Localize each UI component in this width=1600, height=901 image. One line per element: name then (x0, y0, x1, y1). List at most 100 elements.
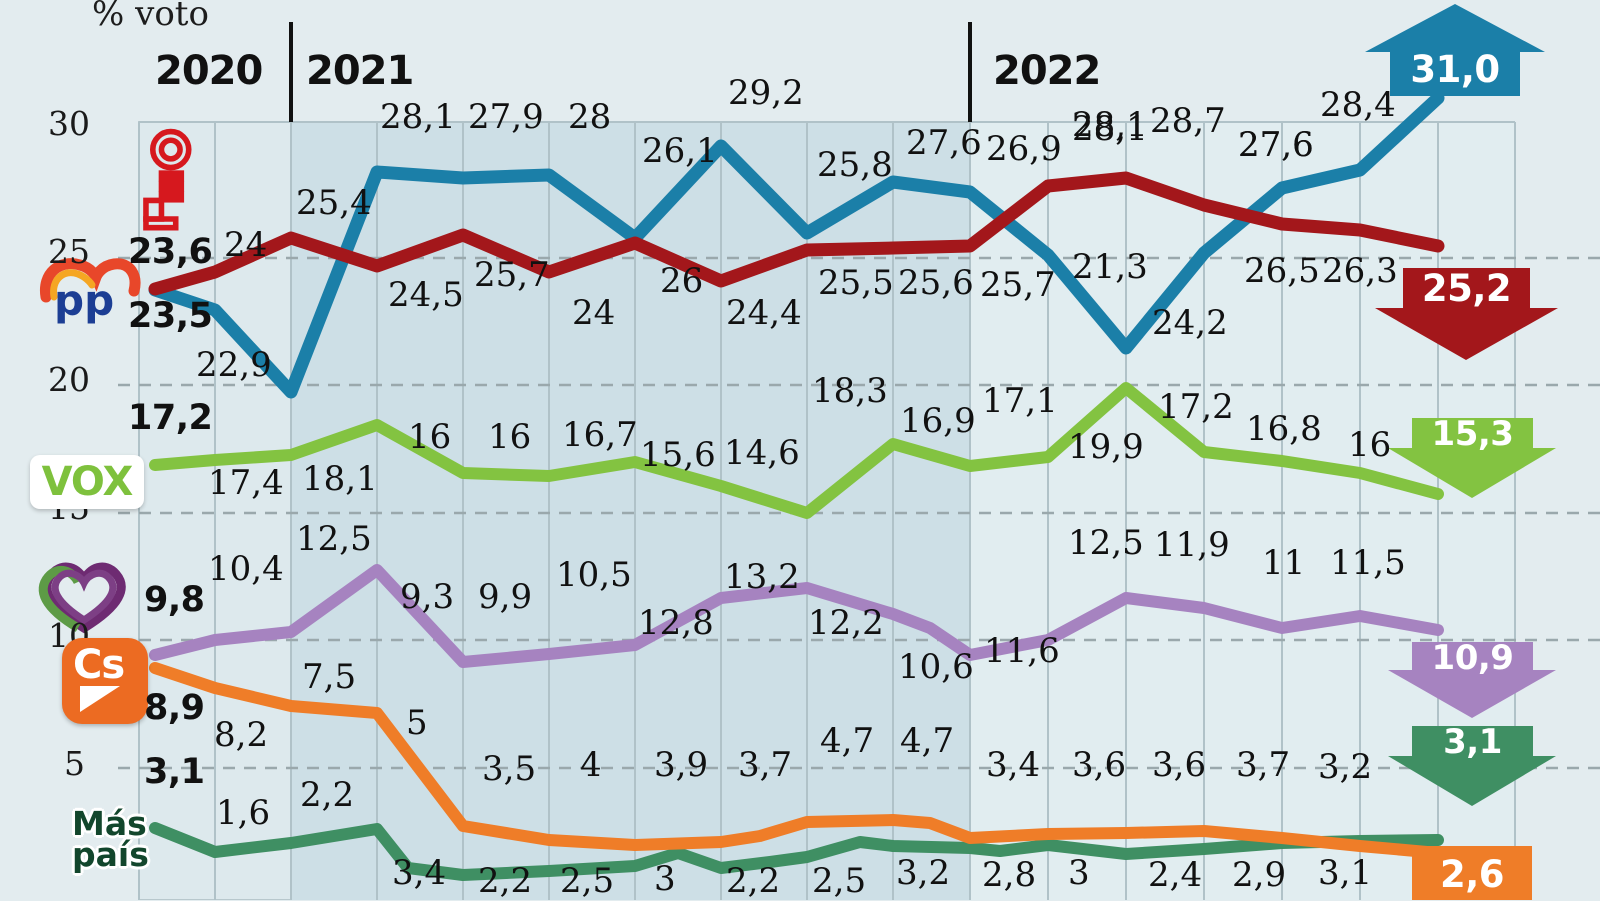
podemos-label-2: 12,5 (296, 519, 372, 559)
cs-label-4: 3,5 (482, 749, 537, 789)
maspais-label-13: 2,9 (1232, 855, 1287, 895)
psoe-rose-icon (143, 128, 192, 231)
end-value-psoe: 31,0 (1410, 47, 1500, 91)
maspais-label-5: 2,5 (560, 861, 615, 901)
end-value-pp: 25,2 (1421, 266, 1512, 310)
podemos-label-1: 10,4 (208, 549, 284, 589)
podemos-label-10: 11,6 (984, 631, 1060, 671)
cs-label-3: 5 (406, 703, 428, 743)
cs-label-5: 4 (580, 745, 602, 785)
podemos-label-9: 10,6 (898, 647, 974, 687)
psoe-label-8: 25,8 (817, 145, 893, 185)
psoe-label-12: 21,3 (1072, 247, 1148, 287)
cs-flag-shape (80, 686, 120, 712)
vox-label-2: 18,1 (302, 459, 378, 499)
psoe-label-7: 29,2 (728, 73, 804, 113)
maspais-label-12: 2,4 (1148, 855, 1203, 895)
maspais-label-2: 2,2 (300, 775, 355, 815)
cs-label-13: 3,7 (1236, 745, 1291, 785)
maspais-label-4: 2,2 (478, 861, 533, 901)
end-arrow-maspais (1388, 726, 1556, 806)
svg-text:pp: pp (54, 276, 114, 325)
psoe-label-10: 26,9 (986, 129, 1062, 169)
maspais-line2: país (72, 835, 149, 875)
maspais-label-11: 3 (1068, 853, 1090, 893)
cs-label-9: 4,7 (900, 721, 955, 761)
vox-label-10: 17,1 (982, 381, 1058, 421)
psoe-label-15: 28,4 (1320, 85, 1396, 125)
line-cs (149, 662, 1444, 859)
pp-label-6: 26 (660, 261, 704, 301)
start-label-vox: 17,2 (128, 398, 213, 438)
pp-label-3: 24,5 (388, 275, 464, 315)
podemos-label-3: 9,3 (400, 577, 455, 617)
psoe-label-1: 22,9 (196, 345, 272, 385)
podemos-label-8: 12,2 (808, 603, 884, 643)
cs-label-10: 3,4 (986, 745, 1041, 785)
psoe-label-4: 27,9 (468, 97, 544, 137)
end-value-vox: 15,3 (1431, 414, 1514, 454)
maspais-label-3: 3,4 (392, 853, 447, 893)
column-separators (138, 122, 1516, 900)
vox-label-3: 16 (408, 417, 452, 457)
end-arrow-cs (1412, 846, 1532, 900)
vox-label-14: 16 (1348, 425, 1392, 465)
start-label-cs: 8,9 (144, 688, 205, 728)
y-tick-25: 25 (48, 232, 90, 271)
y-tick-30: 30 (48, 104, 90, 143)
podemos-label-13: 11 (1262, 543, 1306, 583)
end-arrow-podemos (1388, 642, 1556, 718)
vox-icon: VOX (30, 455, 144, 509)
pp-icon: pp (39, 258, 141, 325)
line-pp (148, 171, 1445, 296)
start-label-pp: 23,5 (128, 296, 213, 336)
year-label-2022: 2022 (993, 48, 1101, 94)
cs-label-14: 3,2 (1318, 747, 1373, 787)
cs-icon: Cs (62, 638, 148, 724)
year-label-2021: 2021 (306, 48, 414, 94)
line-vox (149, 382, 1444, 519)
year-label-2020: 2020 (155, 48, 263, 94)
pp-label-14: 26,5 (1244, 251, 1320, 291)
maspais-label-6: 3 (654, 859, 676, 899)
end-value-cs: 2,6 (1439, 852, 1505, 896)
line-maspais (149, 822, 1444, 881)
podemos-label-6: 12,8 (638, 603, 714, 643)
start-label-podemos: 9,8 (144, 580, 205, 620)
vox-label-9: 16,9 (900, 401, 976, 441)
cs-label-8: 4,7 (820, 721, 875, 761)
maspais-label-8: 2,5 (812, 861, 867, 901)
cs-label-12: 3,6 (1152, 745, 1207, 785)
line-psoe (148, 91, 1445, 399)
pp-label-2: 25,4 (296, 183, 372, 223)
vox-label-13: 16,8 (1246, 409, 1322, 449)
psoe-label-13: 24,2 (1152, 303, 1228, 343)
pp-label-15: 26,3 (1322, 251, 1398, 291)
pp-label-1: 24 (224, 225, 268, 265)
end-arrow-pp (1375, 268, 1558, 360)
vox-label-6: 15,6 (640, 435, 716, 475)
psoe-label-14: 27,6 (1238, 125, 1314, 165)
cs-label-2: 7,5 (302, 657, 357, 697)
pp-label-5: 24 (572, 293, 616, 333)
vox-logo-text: VOX (41, 459, 134, 505)
maspais-label-7: 2,2 (726, 861, 781, 901)
y-axis-title: % voto (92, 0, 209, 34)
maspais-label-14: 3,1 (1318, 853, 1373, 893)
psoe-label-5: 28 (568, 97, 612, 137)
vox-label-4: 16 (488, 417, 532, 457)
start-label-psoe: 23,6 (128, 232, 213, 272)
cs-logo-text: Cs (73, 642, 125, 688)
vox-label-11: 19,9 (1068, 427, 1144, 467)
psoe-label-3: 28,1 (380, 97, 456, 137)
podemos-label-7: 13,2 (724, 557, 800, 597)
pp-label-12: 28,7 (1150, 101, 1226, 141)
cs-label-7: 3,7 (738, 745, 793, 785)
psoe-label-9: 27,6 (906, 123, 982, 163)
maspais-icon: Más país (72, 807, 149, 875)
pp-label-11: 28,1 (1072, 109, 1148, 149)
pp-label-13: 27,6 (1238, 125, 1314, 165)
end-value-maspais: 3,1 (1443, 722, 1502, 762)
